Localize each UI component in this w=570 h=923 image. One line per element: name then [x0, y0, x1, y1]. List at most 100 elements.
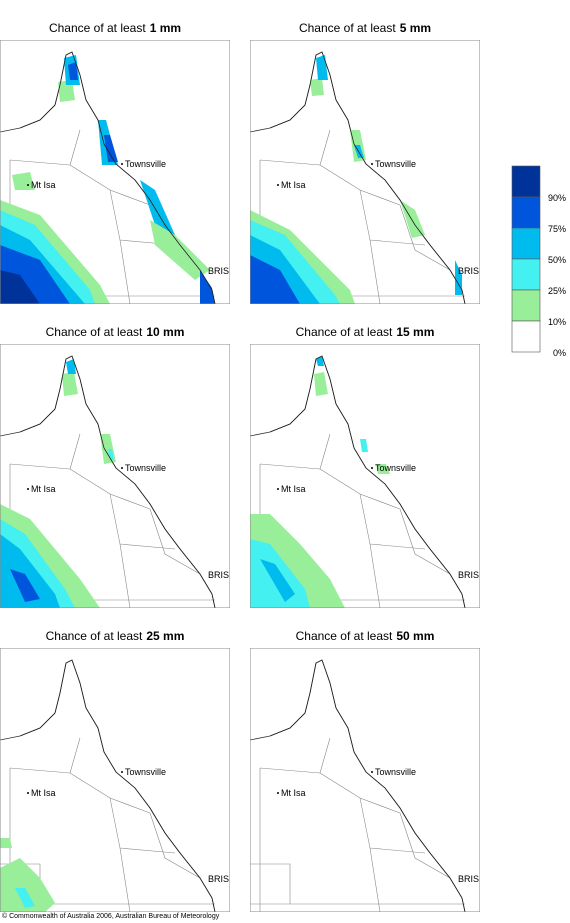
- rain-area: [314, 372, 328, 396]
- title-text: Chance of at least: [46, 629, 143, 643]
- copyright: © Commonwealth of Australia 2006, Austra…: [2, 912, 220, 920]
- legend-label: 75%: [548, 224, 566, 234]
- place-label: Mt Isa: [281, 788, 306, 798]
- rain-area: [260, 559, 295, 602]
- place-label: BRIS: [458, 874, 479, 884]
- legend-label: 0%: [553, 348, 566, 358]
- place-label: Townsville: [375, 463, 416, 473]
- map-panel: Townsville Mt Isa BRIS: [250, 344, 480, 608]
- place-label: Mt Isa: [31, 180, 56, 190]
- legend-swatch: [511, 320, 541, 353]
- place-label: BRIS: [208, 266, 229, 276]
- coastline: [19, 51, 216, 304]
- panel-title: Chance of at least 1 mm: [49, 21, 181, 35]
- title-amount: 15 mm: [396, 325, 434, 339]
- map-panel: Townsville Mt Isa BRIS: [0, 648, 230, 912]
- rain-area: [310, 78, 324, 96]
- rain-area: [200, 270, 215, 304]
- title-text: Chance of at least: [296, 629, 393, 643]
- title-text: Chance of at least: [296, 325, 393, 339]
- panel-title: Chance of at least 15 mm: [296, 325, 435, 339]
- legend-swatch: [511, 258, 541, 291]
- place-dot: [277, 488, 279, 490]
- place-dot: [121, 163, 123, 165]
- rain-area: [0, 858, 55, 912]
- rain-area: [104, 135, 118, 162]
- map-panel: Townsville Mt Isa BRIS: [0, 344, 230, 608]
- rain-area: [316, 356, 324, 366]
- rain-area: [140, 180, 175, 240]
- title-amount: 1 mm: [150, 21, 181, 35]
- legend: 90% 75% 50% 25% 10% 0%: [511, 165, 566, 358]
- rain-area: [10, 569, 40, 602]
- legend-label: 90%: [548, 193, 566, 203]
- rain-area: [68, 62, 78, 80]
- place-label: Townsville: [375, 767, 416, 777]
- panel-title: Chance of at least 25 mm: [46, 629, 185, 643]
- place-dot: [371, 771, 373, 773]
- title-amount: 50 mm: [396, 629, 434, 643]
- rain-area: [376, 464, 390, 474]
- rain-area: [400, 200, 425, 238]
- rain-area: [360, 439, 368, 452]
- legend-swatch: [511, 227, 541, 260]
- place-dot: [121, 771, 123, 773]
- rain-area: [0, 270, 40, 304]
- panel-title: Chance of at least 5 mm: [299, 21, 431, 35]
- place-dot: [371, 467, 373, 469]
- title-text: Chance of at least: [299, 21, 396, 35]
- place-dot: [27, 488, 29, 490]
- legend-label: 25%: [548, 286, 566, 296]
- place-label: Townsville: [125, 463, 166, 473]
- panel-title: Chance of at least 50 mm: [296, 629, 435, 643]
- title-amount: 10 mm: [146, 325, 184, 339]
- place-label: BRIS: [208, 570, 229, 580]
- place-dot: [277, 792, 279, 794]
- place-label: Mt Isa: [281, 180, 306, 190]
- title-text: Chance of at least: [49, 21, 146, 35]
- legend-label: 10%: [548, 317, 566, 327]
- legend-swatch: [511, 289, 541, 322]
- place-dot: [371, 163, 373, 165]
- rain-area: [150, 220, 210, 280]
- map-panel: Townsville Mt Isa BRIS: [250, 648, 480, 912]
- place-dot: [277, 184, 279, 186]
- rain-area: [66, 359, 76, 374]
- rain-area: [62, 372, 78, 396]
- rain-area: [455, 260, 462, 295]
- rain-area: [15, 888, 35, 908]
- map-panel: Townsville Mt Isa BRIS: [0, 40, 230, 304]
- coastline: [269, 659, 466, 912]
- place-label: BRIS: [458, 266, 479, 276]
- coastline: [19, 659, 216, 912]
- place-dot: [121, 467, 123, 469]
- place-label: Mt Isa: [281, 484, 306, 494]
- legend-swatch: [511, 165, 541, 198]
- rain-area: [58, 80, 75, 102]
- legend-swatch: [511, 196, 541, 229]
- panel-title: Chance of at least 10 mm: [46, 325, 185, 339]
- coastline: [19, 355, 216, 608]
- title-amount: 25 mm: [146, 629, 184, 643]
- place-label: BRIS: [208, 874, 229, 884]
- rain-area: [0, 534, 60, 608]
- place-dot: [27, 184, 29, 186]
- coastline: [269, 51, 466, 304]
- coastline: [269, 355, 466, 608]
- rain-area: [0, 838, 12, 848]
- rain-area: [250, 255, 300, 304]
- legend-label: 50%: [548, 255, 566, 265]
- title-amount: 5 mm: [400, 21, 431, 35]
- place-label: Mt Isa: [31, 788, 56, 798]
- rain-area: [316, 55, 328, 80]
- title-text: Chance of at least: [46, 325, 143, 339]
- place-label: BRIS: [458, 570, 479, 580]
- place-label: Townsville: [125, 767, 166, 777]
- place-label: Mt Isa: [31, 484, 56, 494]
- place-dot: [27, 792, 29, 794]
- place-label: Townsville: [125, 159, 166, 169]
- rain-area: [12, 172, 35, 190]
- place-label: Townsville: [375, 159, 416, 169]
- map-panel: Townsville Mt Isa BRIS: [250, 40, 480, 304]
